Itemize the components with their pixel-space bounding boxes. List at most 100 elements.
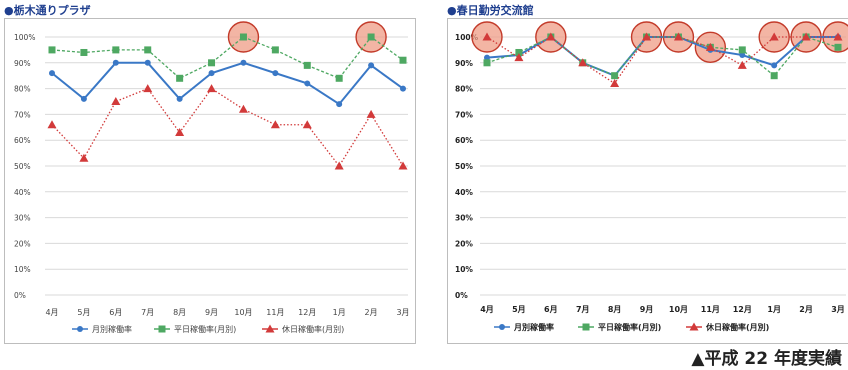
x-tick-label: 8月 (608, 305, 622, 314)
data-point-series-3 (143, 84, 153, 93)
data-point-series-3 (673, 32, 683, 41)
legend-label: 休日稼働率(月別) (282, 324, 344, 334)
data-point-series-3 (769, 32, 779, 41)
y-tick-label: 30% (455, 214, 473, 223)
data-point-series-2 (770, 72, 778, 80)
x-tick-label: 8月 (173, 308, 186, 317)
y-tick-label: 100% (14, 33, 35, 42)
data-point-series-1 (739, 52, 746, 59)
data-point-series-2 (335, 74, 343, 82)
data-point-series-2 (834, 43, 842, 51)
chart2-frame (447, 18, 848, 344)
y-tick-label: 90% (455, 59, 473, 68)
chart2-legend: 月別稼働率 平日稼働率(月別) 休日稼働率(月別) (494, 322, 769, 332)
x-tick-label: 10月 (234, 308, 252, 317)
data-point-series-2 (208, 59, 216, 67)
data-point-series-3 (79, 153, 89, 162)
data-point-series-3 (801, 32, 811, 41)
data-point-series-3 (514, 53, 524, 62)
legend-label: 平日稼働率(月別) (598, 322, 661, 332)
data-point-series-1 (208, 70, 215, 77)
legend-marker (499, 324, 505, 330)
data-point-series-3 (705, 42, 715, 51)
y-tick-label: 80% (14, 85, 31, 94)
y-tick-label: 80% (455, 85, 473, 94)
data-point-series-3 (833, 32, 843, 41)
data-point-series-3 (238, 104, 248, 113)
x-tick-label: 6月 (544, 305, 558, 314)
data-point-series-1 (771, 62, 778, 69)
legend-marker (265, 324, 275, 333)
y-tick-label: 100% (455, 33, 479, 42)
data-point-series-3 (610, 78, 620, 87)
data-point-series-1 (80, 95, 87, 102)
data-point-series-3 (302, 120, 312, 129)
x-tick-label: 5月 (512, 305, 526, 314)
x-tick-label: 12月 (298, 308, 316, 317)
series-line-2 (486, 36, 839, 77)
data-point-series-1 (144, 59, 151, 66)
data-point-series-3 (175, 127, 185, 136)
data-point-series-2 (303, 61, 311, 69)
data-point-series-3 (207, 84, 217, 93)
x-tick-label: 3月 (396, 308, 409, 317)
x-tick-label: 4月 (45, 308, 58, 317)
data-point-series-3 (47, 120, 57, 129)
series-line-3 (486, 36, 838, 85)
data-point-series-1 (368, 62, 375, 69)
data-point-series-3 (578, 58, 588, 67)
legend-marker (582, 323, 590, 331)
chart1-frame (4, 18, 416, 344)
y-tick-label: 10% (455, 265, 473, 274)
y-tick-label: 70% (14, 110, 31, 119)
data-point-series-3 (334, 161, 344, 170)
data-point-series-3 (642, 32, 652, 41)
x-tick-label: 9月 (205, 308, 218, 317)
data-point-series-3 (398, 161, 408, 170)
data-point-series-2 (144, 46, 152, 54)
data-point-series-1 (176, 95, 183, 102)
data-point-series-1 (49, 70, 55, 77)
legend-marker (689, 322, 699, 331)
y-tick-label: 0% (455, 291, 468, 300)
x-tick-label: 3月 (831, 305, 845, 314)
x-tick-label: 12月 (733, 305, 752, 314)
data-point-series-1 (112, 59, 119, 66)
series-line-1 (51, 61, 404, 106)
data-point-series-2 (483, 59, 491, 67)
x-tick-label: 7月 (576, 305, 590, 314)
y-tick-label: 60% (14, 136, 31, 145)
data-point-series-1 (304, 80, 311, 87)
legend-label: 平日稼働率(月別) (174, 324, 236, 334)
data-point-series-3 (737, 60, 747, 69)
data-point-series-1 (240, 59, 247, 66)
x-tick-label: 10月 (669, 305, 688, 314)
data-point-series-1 (336, 101, 343, 108)
y-tick-label: 20% (14, 239, 31, 248)
data-point-series-2 (399, 56, 407, 64)
x-tick-label: 1月 (767, 305, 781, 314)
x-tick-label: 1月 (333, 308, 346, 317)
data-point-series-2 (176, 74, 184, 82)
y-tick-label: 10% (14, 265, 31, 274)
legend-label: 月別稼働率 (513, 322, 554, 332)
data-point-series-2 (271, 46, 279, 54)
legend-marker (77, 326, 83, 332)
y-tick-label: 60% (455, 136, 473, 145)
x-tick-label: 7月 (141, 308, 154, 317)
y-tick-label: 40% (14, 188, 31, 197)
chart1-title: ●栃木通りプラザ (4, 2, 91, 18)
data-point-series-2 (738, 46, 746, 54)
legend-label: 休日稼働率(月別) (705, 322, 769, 332)
data-point-series-1 (484, 54, 490, 61)
chart1-title-text: ●栃木通りプラザ (4, 4, 91, 17)
y-tick-label: 70% (455, 110, 473, 119)
legend-label: 月別稼働率 (92, 324, 132, 334)
figure-caption: ▲平成 22 年度実績 (691, 349, 842, 369)
data-point-series-2 (112, 46, 120, 54)
data-point-series-2 (515, 48, 523, 56)
data-point-series-1 (400, 85, 406, 92)
data-point-series-2 (80, 48, 88, 56)
